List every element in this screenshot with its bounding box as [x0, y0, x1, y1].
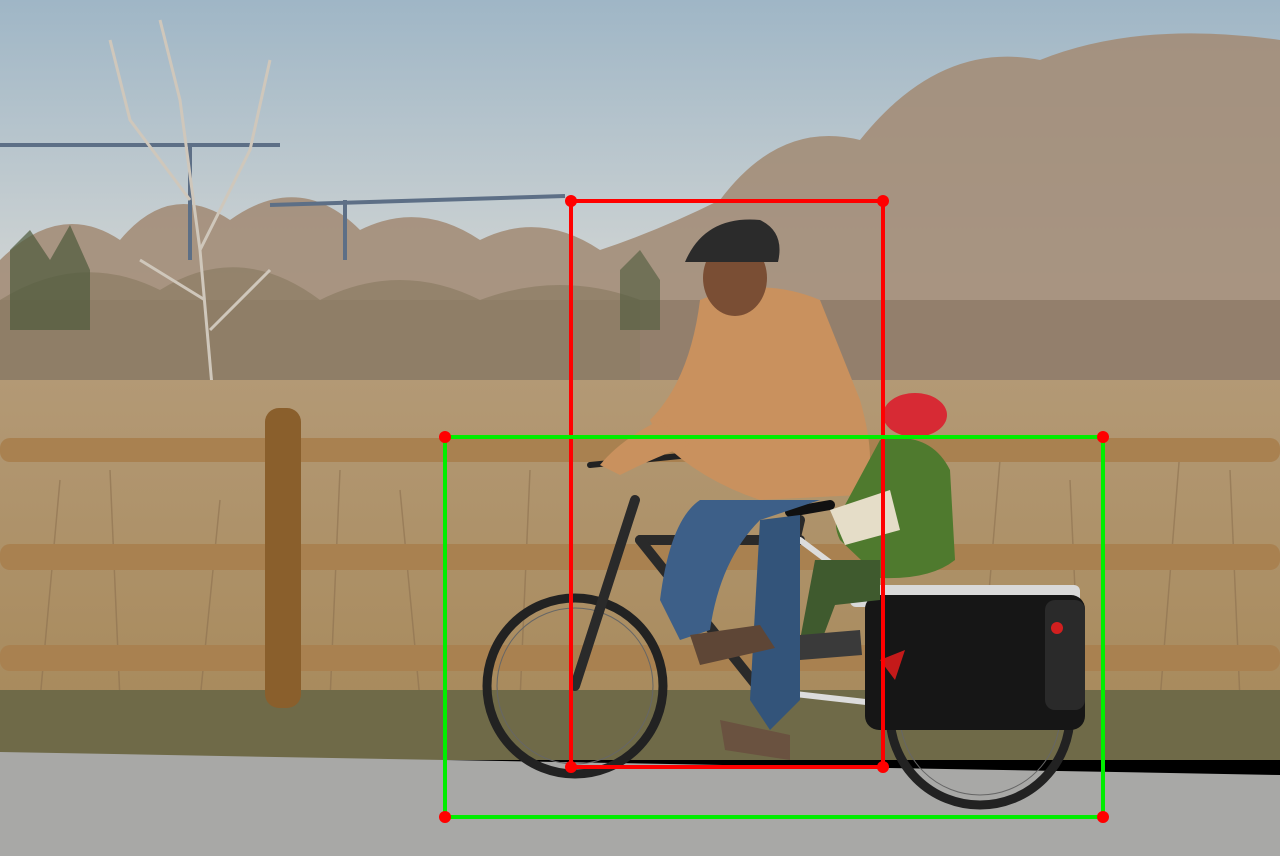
child-passenger [800, 393, 955, 660]
wooden-fence [0, 408, 1280, 708]
bicycle-bounding-box [439, 431, 1109, 823]
fence-post [265, 408, 301, 708]
person-bounding-box [565, 195, 889, 773]
adult-rider [600, 219, 870, 760]
paved-path [0, 752, 1280, 856]
cargo-panniers [850, 585, 1085, 730]
bare-tree [108, 19, 272, 421]
